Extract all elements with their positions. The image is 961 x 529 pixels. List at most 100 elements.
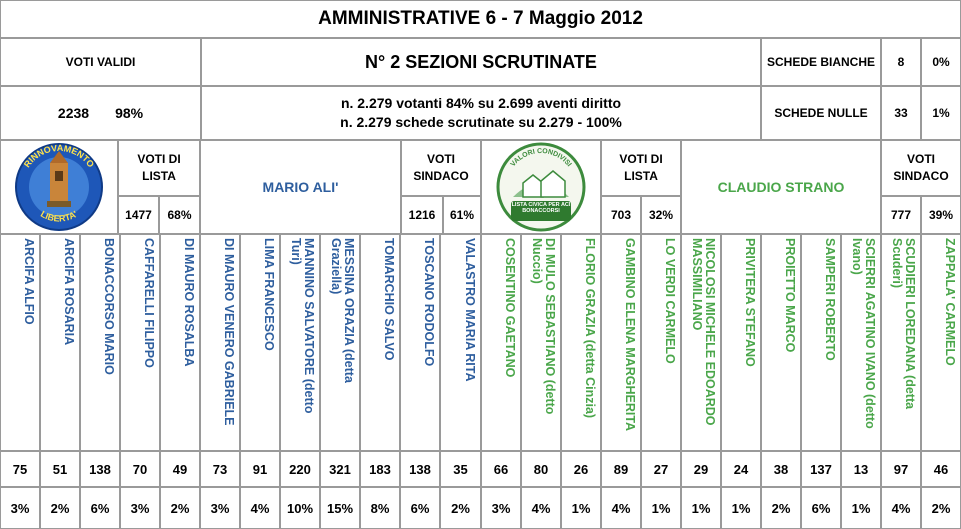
candidate-votes: 26 <box>561 451 601 487</box>
list2-logo-text-bottom: LISTA CIVICA PER ACI BONACCORSI <box>511 202 571 214</box>
candidate-name: SCIERRI AGATINO IVANO (detto Ivano) <box>850 238 877 429</box>
candidate-pct: 1% <box>721 487 761 529</box>
candidate-columns: ARCIFA ALFIO 75 3% ARCIFA ROSARIA 51 2% BONACC… <box>0 234 961 529</box>
list2-voti-sindaco-label: VOTI SINDACO <box>881 140 961 196</box>
list1-voti-lista-label: VOTI DI LISTA <box>118 140 200 196</box>
candidate-pct: 3% <box>120 487 160 529</box>
rinnovamento-logo: RINNOVAMENTO LIBERTA' <box>15 143 103 231</box>
candidate-name: SCUDIERI LOREDANA (detta Scuderi) <box>890 238 917 410</box>
candidate-pct: 4% <box>601 487 641 529</box>
candidate-name: VALASTRO MARIA RITA <box>463 238 477 382</box>
candidate-name: PROIETTO MARCO <box>783 238 797 353</box>
candidate-name: NICOLOSI MICHELE EDOARDO MASSIMILIANO <box>690 238 717 426</box>
candidate-votes: 220 <box>280 451 320 487</box>
candidate-pct: 3% <box>200 487 240 529</box>
candidate-votes: 24 <box>721 451 761 487</box>
candidate-name-cell: CAFFARELLI FILIPPO <box>120 234 160 451</box>
candidate-name: LIMA FRANCESCO <box>262 238 276 351</box>
candidate-votes: 51 <box>40 451 80 487</box>
candidate-pct: 4% <box>881 487 921 529</box>
candidate-pct: 6% <box>400 487 440 529</box>
candidate-name: TOMARCHIO SALVO <box>382 238 396 361</box>
candidate-votes: 35 <box>440 451 481 487</box>
voti-validi-label: VOTI VALIDI <box>0 38 201 86</box>
candidate-name-cell: MANNINO SALVATORE (detto Turi) <box>280 234 320 451</box>
candidate-votes: 137 <box>801 451 841 487</box>
voti-validi-value: 2238 98% <box>0 86 201 140</box>
schede-nulle-pct: 1% <box>921 86 961 140</box>
candidate-name: DI MAURO VENERO GABRIELE <box>222 238 236 426</box>
candidate-name-cell: LO VERDI CARMELO <box>641 234 681 451</box>
voti-validi-count: 2238 <box>57 105 90 121</box>
candidate-name-cell: SAMPERI ROBERTO <box>801 234 841 451</box>
candidate-votes: 70 <box>120 451 160 487</box>
candidate-name: CAFFARELLI FILIPPO <box>142 238 156 368</box>
candidate-votes: 97 <box>881 451 921 487</box>
list2-voti-lista-pct: 32% <box>641 196 681 234</box>
candidate-name: DI MULO SEBASTIANO (detto Nuccio) <box>530 238 557 415</box>
candidate-name-cell: FLORIO GRAZIA (detta Cinzia) <box>561 234 601 451</box>
candidate-votes: 73 <box>200 451 240 487</box>
candidate-name: MANNINO SALVATORE (detto Turi) <box>289 238 316 414</box>
votanti-line: n. 2.279 votanti 84% su 2.699 aventi dir… <box>340 95 622 111</box>
schede-nulle-label: SCHEDE NULLE <box>761 86 881 140</box>
candidate-name-cell: SCUDIERI LOREDANA (detta Scuderi) <box>881 234 921 451</box>
voti-validi-pct: 98% <box>115 105 144 121</box>
candidate-pct: 4% <box>240 487 280 529</box>
candidate-pct: 3% <box>481 487 521 529</box>
list1-candidate-name: MARIO ALI' <box>200 140 401 234</box>
candidate-votes: 66 <box>481 451 521 487</box>
candidate-name-cell: SCIERRI AGATINO IVANO (detto Ivano) <box>841 234 881 451</box>
list1-voti-sindaco: 1216 <box>401 196 443 234</box>
candidate-name-cell: ARCIFA ALFIO <box>0 234 40 451</box>
candidate-votes: 75 <box>0 451 40 487</box>
candidate-votes: 138 <box>400 451 440 487</box>
schede-nulle-count: 33 <box>881 86 921 140</box>
candidate-votes: 91 <box>240 451 280 487</box>
candidate-name: ARCIFA ALFIO <box>22 238 36 325</box>
lista-civica-logo: VALORI CONDIVISI LISTA CIVICA PER ACI BO… <box>496 142 586 232</box>
list2-logo-cell: VALORI CONDIVISI LISTA CIVICA PER ACI BO… <box>481 140 601 234</box>
list2-voti-lista: 703 <box>601 196 641 234</box>
candidate-name-cell: ARCIFA ROSARIA <box>40 234 80 451</box>
candidate-name-cell: BONACCORSO MARIO <box>80 234 120 451</box>
candidate-votes: 27 <box>641 451 681 487</box>
candidate-name: TOSCANO RODOLFO <box>422 238 436 367</box>
candidate-votes: 49 <box>160 451 200 487</box>
candidate-name-cell: TOMARCHIO SALVO <box>360 234 400 451</box>
candidate-name-cell: PRIVITERA STEFANO <box>721 234 761 451</box>
candidate-name-cell: NICOLOSI MICHELE EDOARDO MASSIMILIANO <box>681 234 721 451</box>
candidate-name: ZAPPALA' CARMELO <box>943 238 957 366</box>
candidate-name-cell: MESSINA ORAZIA (detta Graziella) <box>320 234 360 451</box>
candidate-votes: 29 <box>681 451 721 487</box>
candidate-name-cell: PROIETTO MARCO <box>761 234 801 451</box>
candidate-votes: 183 <box>360 451 400 487</box>
candidate-name-cell: DI MULO SEBASTIANO (detto Nuccio) <box>521 234 561 451</box>
svg-text:LIBERTA': LIBERTA' <box>39 209 79 224</box>
list1-voti-lista-pct: 68% <box>159 196 200 234</box>
list2-candidate-name: CLAUDIO STRANO <box>681 140 881 234</box>
list1-voti-sindaco-pct: 61% <box>443 196 481 234</box>
candidate-votes: 46 <box>921 451 961 487</box>
candidate-pct: 8% <box>360 487 400 529</box>
list1-logo-cell: RINNOVAMENTO LIBERTA' <box>0 140 118 234</box>
candidate-votes: 89 <box>601 451 641 487</box>
candidate-votes: 38 <box>761 451 801 487</box>
list2-voti-lista-label: VOTI DI LISTA <box>601 140 681 196</box>
schede-bianche-label: SCHEDE BIANCHE <box>761 38 881 86</box>
candidate-name-cell: ZAPPALA' CARMELO <box>921 234 961 451</box>
schede-bianche-pct: 0% <box>921 38 961 86</box>
list1-voti-sindaco-label: VOTI SINDACO <box>401 140 481 196</box>
list2-voti-sindaco: 777 <box>881 196 921 234</box>
candidate-pct: 6% <box>801 487 841 529</box>
candidate-pct: 1% <box>561 487 601 529</box>
candidate-name: BONACCORSO MARIO <box>102 238 116 375</box>
candidate-name: COSENTINO GAETANO <box>503 238 517 378</box>
candidate-votes: 138 <box>80 451 120 487</box>
schede-line: n. 2.279 schede scrutinate su 2.279 - 10… <box>340 114 622 130</box>
page-title: AMMINISTRATIVE 6 - 7 Maggio 2012 <box>0 0 961 38</box>
candidate-votes: 80 <box>521 451 561 487</box>
candidate-name: PRIVITERA STEFANO <box>743 238 757 367</box>
sezioni-scrutinate: N° 2 SEZIONI SCRUTINATE <box>201 38 761 86</box>
